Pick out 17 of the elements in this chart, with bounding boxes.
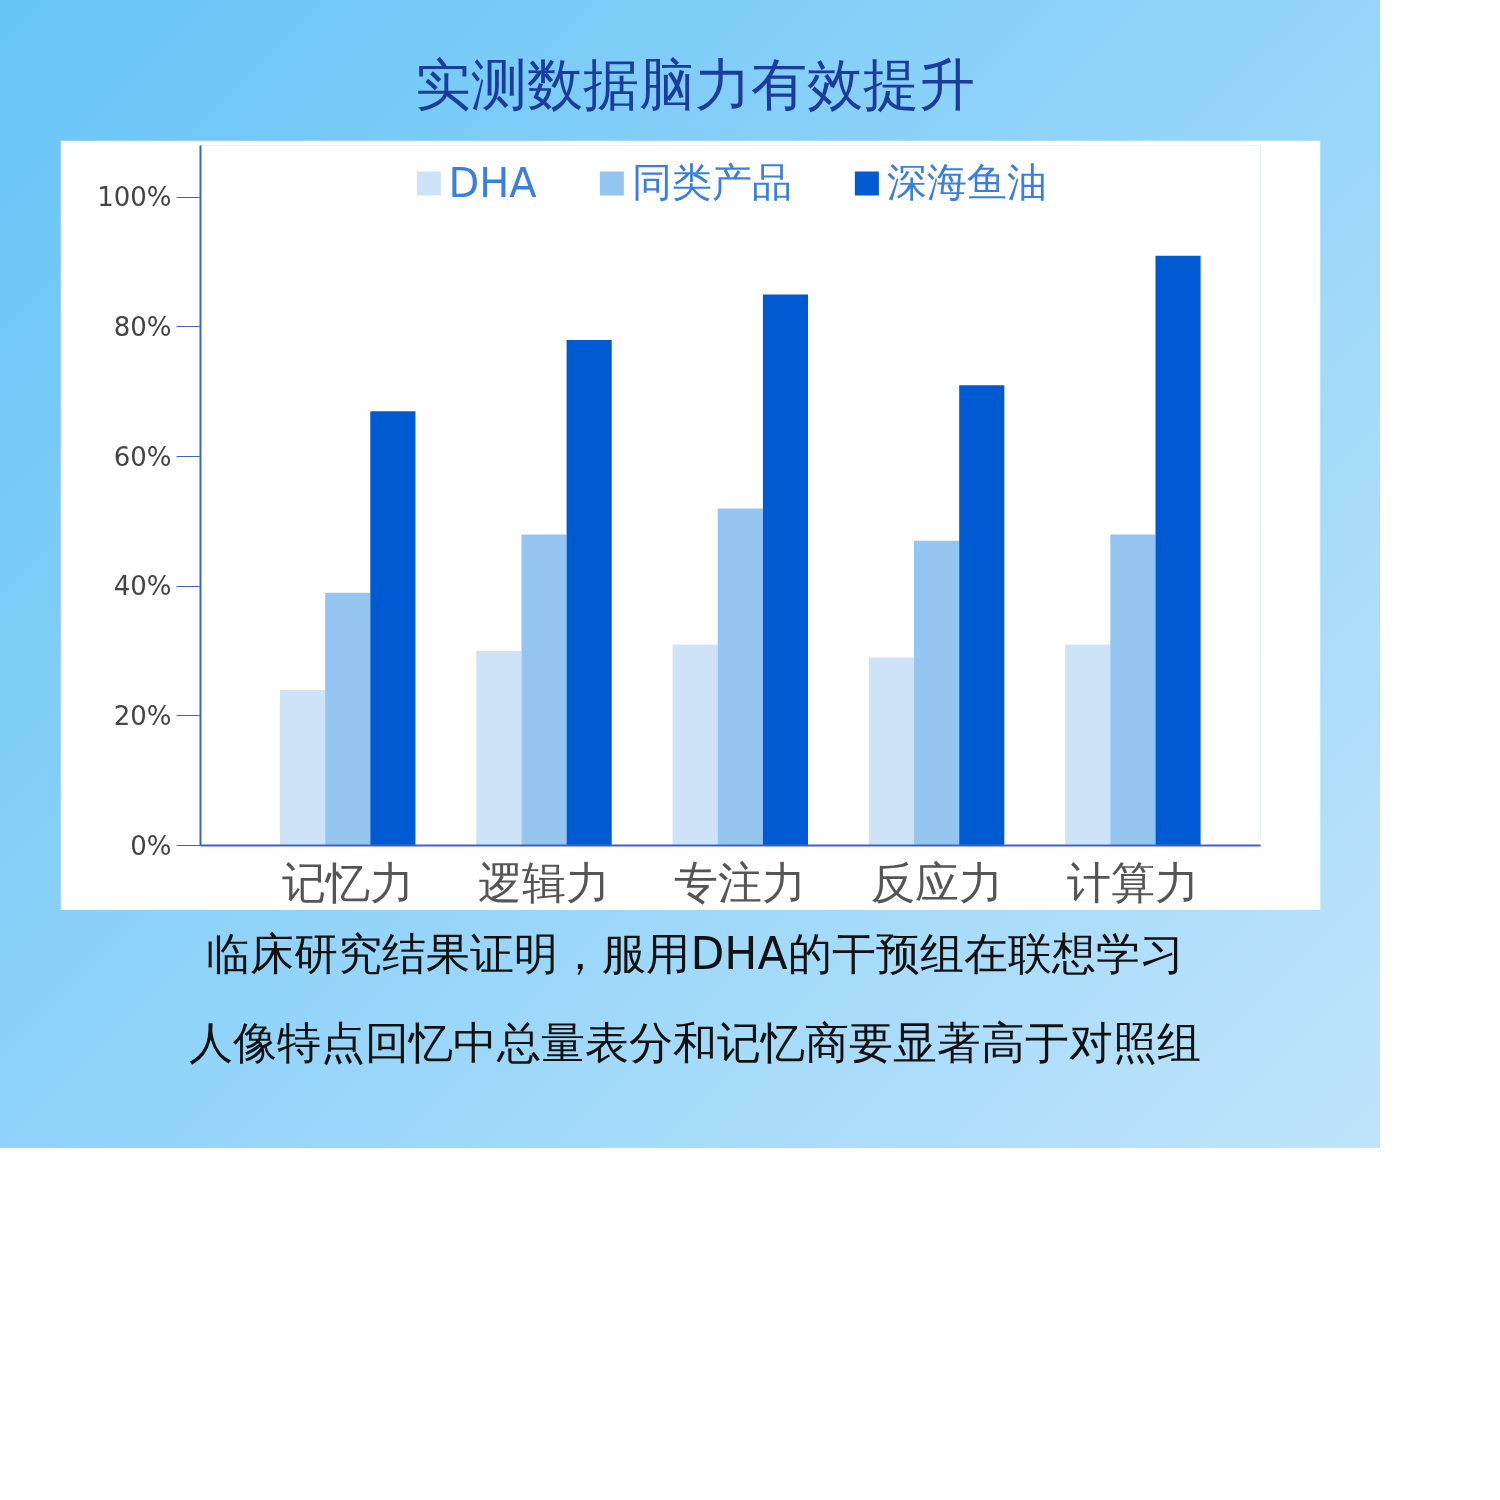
- text: 人像特点回忆中总量表分和记忆商要显著高于对照组: [189, 1015, 1201, 1070]
- legend-label: 同类产品: [631, 158, 792, 207]
- x-tick-label: 逻辑力: [478, 856, 611, 908]
- y-tick-label: 100%: [97, 182, 172, 213]
- x-tick-label: 计算力: [1066, 856, 1199, 908]
- legend-label: DHA: [448, 159, 537, 206]
- x-tick-label: 专注力: [674, 856, 807, 908]
- y-tick-label: 80%: [113, 311, 172, 342]
- y-tick-label: 20%: [113, 700, 172, 731]
- y-tick-label: 0%: [130, 830, 172, 861]
- chart-title: 实测数据脑力有效提升: [415, 51, 975, 119]
- text: 临床研究结果证明，服用DHA的干预组在联想学习: [206, 927, 1184, 981]
- x-tick-label: 记忆力: [281, 856, 414, 908]
- y-tick-label: 60%: [113, 441, 172, 472]
- y-tick-label: 40%: [113, 571, 172, 602]
- x-tick-label: 反应力: [870, 856, 1003, 908]
- legend-label: 深海鱼油: [886, 158, 1047, 207]
